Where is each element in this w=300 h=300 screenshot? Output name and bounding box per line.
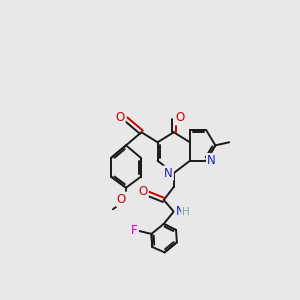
Text: O: O <box>138 185 148 198</box>
Text: O: O <box>175 111 184 124</box>
Text: N: N <box>207 154 216 167</box>
Text: H: H <box>182 207 190 217</box>
Text: O: O <box>115 111 124 124</box>
Text: F: F <box>131 224 138 237</box>
Text: O: O <box>117 193 126 206</box>
Text: N: N <box>164 167 173 180</box>
Text: N: N <box>176 205 184 218</box>
